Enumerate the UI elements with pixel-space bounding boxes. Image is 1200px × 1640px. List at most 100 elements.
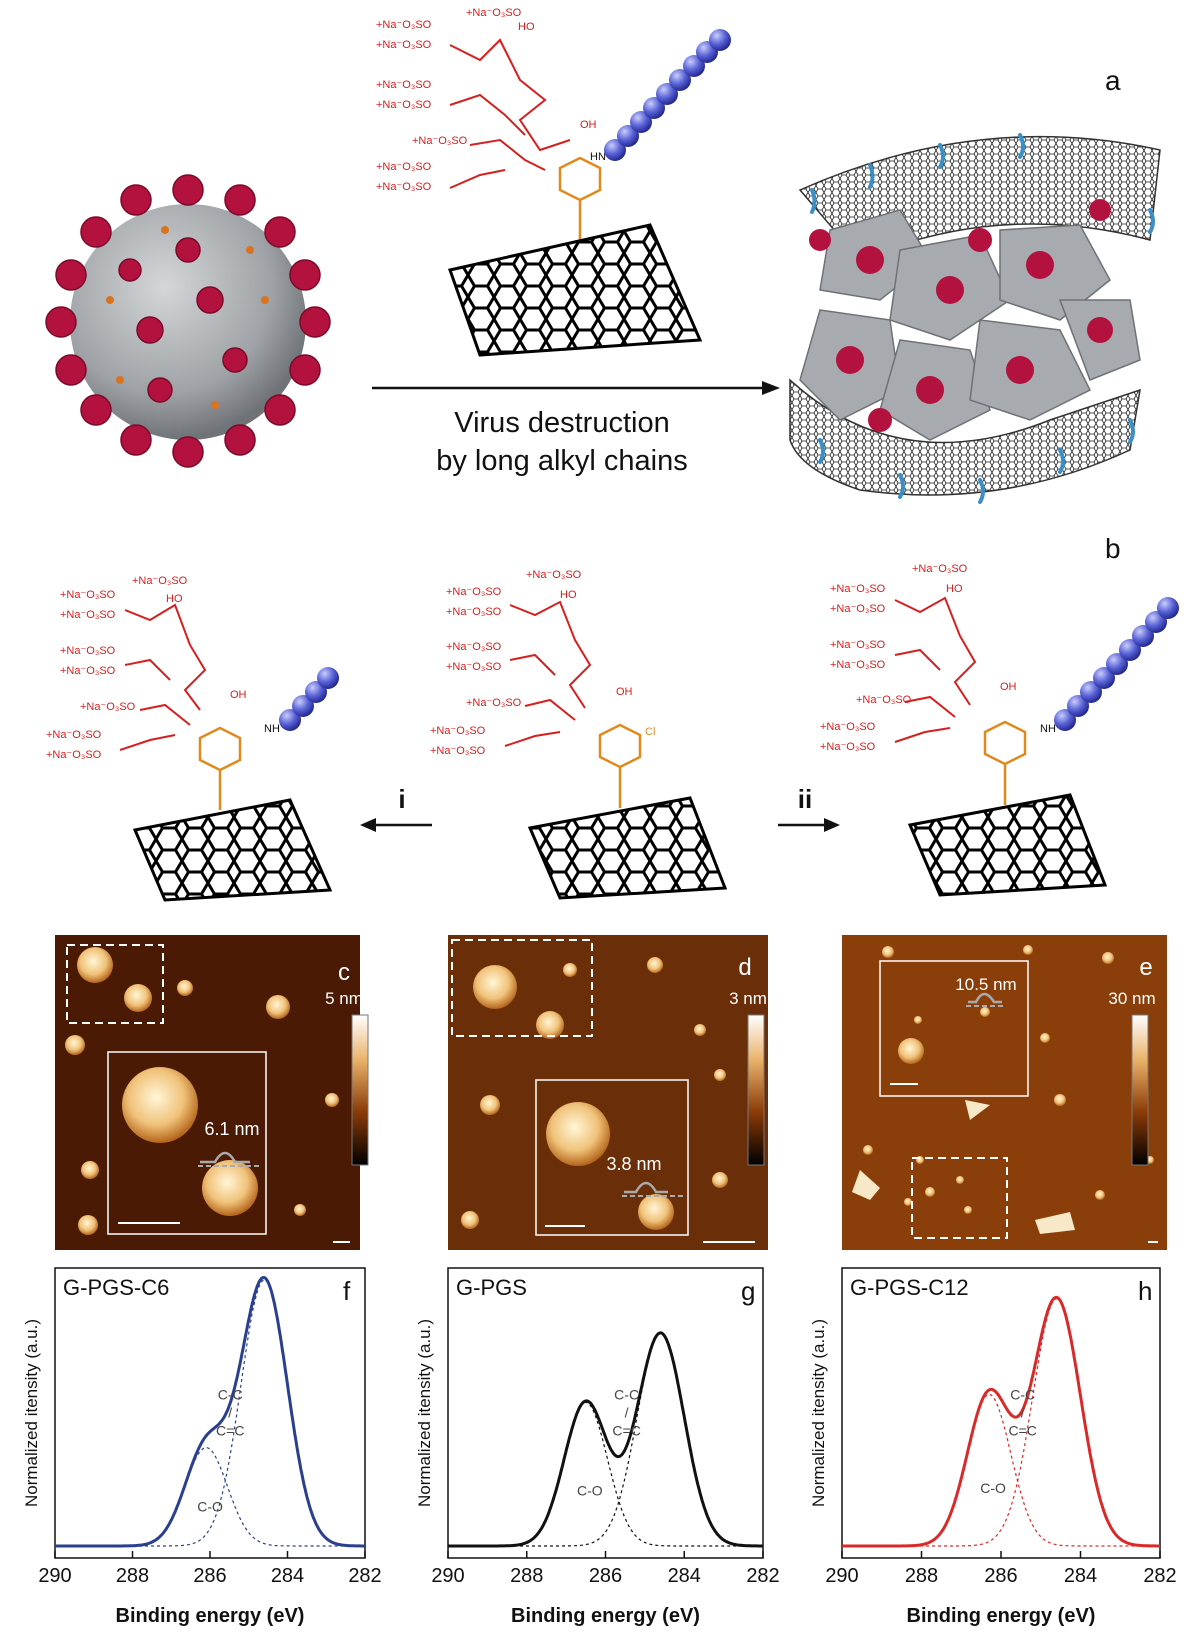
afm-d-height: 3.8 nm xyxy=(606,1154,661,1174)
x-tick-label: 282 xyxy=(1143,1565,1176,1587)
panel-label-a: a xyxy=(1105,65,1121,96)
plot-frame xyxy=(447,1267,764,1559)
afm-d-scale-max: 3 nm xyxy=(729,989,767,1008)
peak-label-cc-0: C-C xyxy=(218,1387,243,1403)
svg-text:+Na⁻O₃SO: +Na⁻O₃SO xyxy=(830,603,886,615)
afm-e-height: 10.5 nm xyxy=(955,975,1016,994)
svg-text:HO: HO xyxy=(518,21,535,33)
virus-illustration xyxy=(45,174,331,468)
chart-title: G-PGS xyxy=(456,1275,527,1300)
svg-text:+Na⁻O₃SO: +Na⁻O₃SO xyxy=(466,697,522,709)
svg-text:+Na⁻O₃SO: +Na⁻O₃SO xyxy=(830,659,886,671)
afm-e-scale-max: 30 nm xyxy=(1108,989,1155,1008)
svg-text:+Na⁻O₃SO: +Na⁻O₃SO xyxy=(60,609,116,621)
panel-b: b +Na⁻O₃SO +Na⁻O₃SO +Na⁻O₃SO +Na⁻O₃SO +N… xyxy=(46,533,1179,902)
reaction-label-ii: ii xyxy=(798,784,812,814)
reaction-label-i: i xyxy=(398,784,405,814)
afm-panel-c: 6.1 nm 5 nm c xyxy=(55,935,369,1250)
afm-panel-e: 10.5 nm 30 nm e xyxy=(842,935,1167,1250)
plot-frame xyxy=(841,1267,1161,1559)
chart-title: G-PGS-C12 xyxy=(850,1275,969,1300)
svg-text:+Na⁻O₃SO: +Na⁻O₃SO xyxy=(820,721,876,733)
peak-label-cc-2: C=C xyxy=(216,1423,244,1439)
peak-component-0 xyxy=(842,1393,1160,1547)
svg-text:+Na⁻O₃SO: +Na⁻O₃SO xyxy=(912,563,968,575)
svg-text:NH: NH xyxy=(1040,723,1056,735)
svg-text:+Na⁻O₃SO: +Na⁻O₃SO xyxy=(446,586,502,598)
panel-a: a +Na⁻O₃SO +Na⁻O₃SO +Na⁻O₃SO +Na⁻O₃SO +N… xyxy=(45,7,1161,504)
svg-text:+Na⁻O₃SO: +Na⁻O₃SO xyxy=(376,99,432,111)
svg-text:+Na⁻O₃SO: +Na⁻O₃SO xyxy=(446,661,502,673)
afm-c-scale-max: 5 nm xyxy=(325,989,363,1008)
x-tick-label: 288 xyxy=(510,1565,543,1587)
svg-text:HN: HN xyxy=(590,151,606,163)
x-tick-label: 284 xyxy=(1064,1565,1097,1587)
svg-text:Cl: Cl xyxy=(645,726,655,738)
svg-text:+Na⁻O₃SO: +Na⁻O₃SO xyxy=(46,749,102,761)
panel-label-c: c xyxy=(338,959,350,986)
peak-label-cc-0: C-C xyxy=(614,1387,639,1403)
y-axis-label: Normalized itensity (a.u.) xyxy=(22,1319,41,1507)
peak-label-cc-2: C=C xyxy=(612,1423,640,1439)
x-tick-label: 286 xyxy=(984,1565,1017,1587)
svg-text:+Na⁻O₃SO: +Na⁻O₃SO xyxy=(376,181,432,193)
panel-label-b: b xyxy=(1105,533,1121,564)
x-tick-label: 290 xyxy=(38,1565,71,1587)
x-tick-label: 288 xyxy=(905,1565,938,1587)
svg-text:+Na⁻O₃SO: +Na⁻O₃SO xyxy=(60,645,116,657)
peak-label-co: C-O xyxy=(980,1480,1006,1496)
x-tick-label: 284 xyxy=(668,1565,701,1587)
svg-text:+Na⁻O₃SO: +Na⁻O₃SO xyxy=(376,19,432,31)
x-axis-label: Binding energy (eV) xyxy=(907,1605,1096,1627)
molecule-right: +Na⁻O₃SO +Na⁻O₃SO +Na⁻O₃SO +Na⁻O₃SO +Na⁻… xyxy=(820,563,1179,897)
peak-component-0 xyxy=(448,1401,763,1547)
panel-label-f: f xyxy=(343,1276,351,1306)
svg-text:+Na⁻O₃SO: +Na⁻O₃SO xyxy=(46,729,102,741)
molecule-left: +Na⁻O₃SO +Na⁻O₃SO +Na⁻O₃SO +Na⁻O₃SO +Na⁻… xyxy=(46,575,339,902)
svg-text:HO: HO xyxy=(166,593,183,605)
destroyed-virus-illustration xyxy=(789,133,1161,504)
svg-text:OH: OH xyxy=(230,689,247,701)
panel-label-e: e xyxy=(1139,954,1152,981)
x-tick-label: 286 xyxy=(589,1565,622,1587)
svg-text:+Na⁻O₃SO: +Na⁻O₃SO xyxy=(830,639,886,651)
svg-text:+Na⁻O₃SO: +Na⁻O₃SO xyxy=(412,135,468,147)
svg-text:+Na⁻O₃SO: +Na⁻O₃SO xyxy=(60,665,116,677)
molecule-middle: +Na⁻O₃SO +Na⁻O₃SO +Na⁻O₃SO +Na⁻O₃SO +Na⁻… xyxy=(430,569,728,900)
peak-label-cc-1: / xyxy=(228,1405,232,1421)
svg-text:OH: OH xyxy=(616,686,633,698)
x-tick-label: 290 xyxy=(431,1565,464,1587)
svg-text:+Na⁻O₃SO: +Na⁻O₃SO xyxy=(856,694,912,706)
panel-label-g: g xyxy=(741,1276,755,1306)
x-tick-label: 290 xyxy=(825,1565,858,1587)
svg-text:NH: NH xyxy=(264,723,280,735)
svg-text:+Na⁻O₃SO: +Na⁻O₃SO xyxy=(376,161,432,173)
svg-text:+Na⁻O₃SO: +Na⁻O₃SO xyxy=(132,575,188,587)
peak-label-cc-1: / xyxy=(1021,1405,1025,1421)
xps-charts: C-O C-C / C=C G-PGS-C6 f 290 288 286 284 282 Bindin… xyxy=(22,1267,1177,1627)
x-tick-label: 282 xyxy=(348,1565,381,1587)
spectrum-envelope xyxy=(842,1295,1160,1548)
svg-text:+Na⁻O₃SO: +Na⁻O₃SO xyxy=(60,589,116,601)
svg-text:+Na⁻O₃SO: +Na⁻O₃SO xyxy=(80,701,136,713)
peak-label-cc-2: C=C xyxy=(1008,1423,1036,1439)
y-axis-label: Normalized itensity (a.u.) xyxy=(415,1319,434,1507)
xps-chart-f: C-O C-C / C=C G-PGS-C6 f 290 288 286 284 282 Bindin… xyxy=(22,1267,382,1627)
svg-text:+Na⁻O₃SO: +Na⁻O₃SO xyxy=(820,741,876,753)
svg-text:+Na⁻O₃SO: +Na⁻O₃SO xyxy=(430,725,486,737)
svg-text:+Na⁻O₃SO: +Na⁻O₃SO xyxy=(446,641,502,653)
x-tick-label: 288 xyxy=(116,1565,149,1587)
svg-text:HO: HO xyxy=(560,589,577,601)
afm-panel-d: 3.8 nm 3 nm d xyxy=(448,935,768,1250)
spectrum-envelope xyxy=(448,1331,763,1548)
svg-text:HO: HO xyxy=(946,583,963,595)
xps-chart-h: C-O C-C / C=C G-PGS-C12 h 290 288 286 284 282 Bindi… xyxy=(809,1267,1177,1627)
y-axis-label: Normalized itensity (a.u.) xyxy=(809,1319,828,1507)
svg-text:+Na⁻O₃SO: +Na⁻O₃SO xyxy=(830,583,886,595)
afm-c-height: 6.1 nm xyxy=(204,1119,259,1139)
molecule-top: +Na⁻O₃SO +Na⁻O₃SO +Na⁻O₃SO +Na⁻O₃SO +Na⁻… xyxy=(376,7,731,357)
svg-text:+Na⁻O₃SO: +Na⁻O₃SO xyxy=(376,39,432,51)
svg-text:OH: OH xyxy=(1000,681,1017,693)
x-tick-label: 282 xyxy=(746,1565,779,1587)
x-axis-label: Binding energy (eV) xyxy=(511,1605,700,1627)
